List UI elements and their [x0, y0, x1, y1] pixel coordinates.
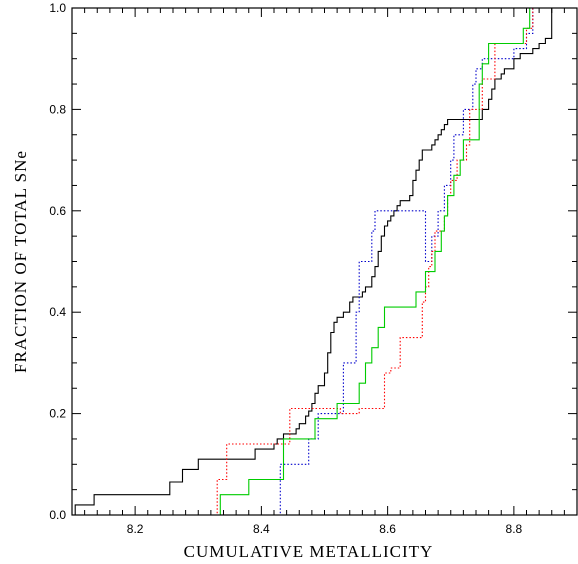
x-tick-label: 8.8 [506, 522, 523, 536]
y-tick-label: 0.2 [49, 407, 66, 421]
y-tick-label: 0.0 [49, 508, 66, 522]
y-tick-label: 0.8 [49, 102, 66, 116]
series-line-4 [72, 7, 577, 516]
x-tick-label: 8.4 [253, 522, 270, 536]
tick-labels: 8.2 8.4 8.6 8.8 0.0 0.2 0.4 0.6 0.8 1.0 [49, 1, 522, 536]
series-line-2 [72, 7, 577, 516]
series-line-3 [72, 7, 577, 516]
y-tick-label: 0.4 [49, 305, 66, 319]
series-line-1 [72, 7, 577, 516]
x-axis-title: CUMULATIVE METALLICITY [184, 542, 434, 561]
x-tick-label: 8.2 [127, 522, 144, 536]
plot-frame [71, 7, 578, 516]
y-tick-label: 1.0 [49, 1, 66, 15]
series-layer [72, 7, 577, 516]
ticks-layer [71, 7, 578, 516]
y-axis-title: FRACTION OF TOTAL SNe [11, 150, 30, 373]
x-tick-label: 8.6 [379, 522, 396, 536]
y-tick-label: 0.6 [49, 204, 66, 218]
